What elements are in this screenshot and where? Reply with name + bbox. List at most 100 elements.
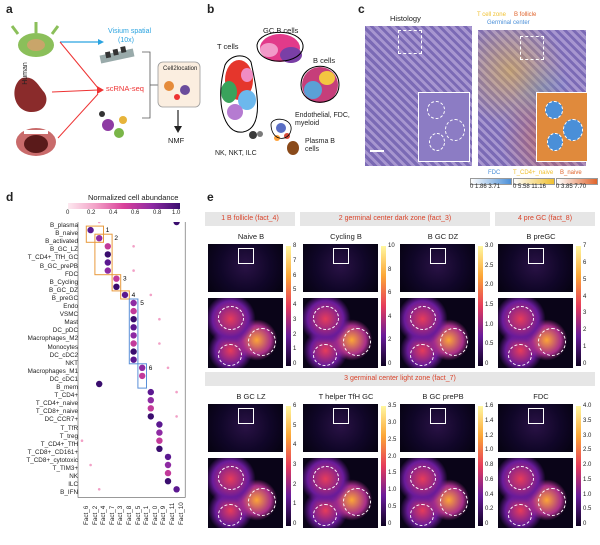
germinal-center-outline	[440, 488, 468, 516]
dotplot-dot	[156, 445, 163, 452]
dotplot-dot	[130, 332, 137, 339]
spatial-map-colorbar	[286, 246, 291, 366]
dotplot-row-label: T_CD4+_TfH	[40, 440, 78, 448]
germinal-center-outline	[313, 466, 339, 490]
dotplot-dot	[130, 299, 137, 307]
umap-label-endo: Endothelial, FDC, myeloid	[295, 112, 350, 127]
dotplot-dot	[104, 251, 112, 258]
spatial-map-tick: 1.0	[583, 491, 592, 498]
spatial-map-tick: 2.0	[485, 282, 494, 289]
spatial-map-tick: 1.5	[485, 302, 494, 308]
spatial-map-tick: 0	[293, 361, 297, 367]
dotplot-dot	[130, 307, 137, 315]
germinal-center-outline	[313, 504, 337, 526]
scale-fdc-bar	[470, 178, 512, 185]
spatial-map-overview	[303, 404, 378, 452]
dotplot-dot	[104, 267, 112, 274]
dotplot-box-label: 2	[114, 235, 118, 242]
group-header-fact7: 3 germinal center light zone (fact_7)	[205, 372, 595, 386]
umap-label-gc-b: GC B cells	[263, 26, 299, 35]
umap-label-nk: NK, NKT, ILC	[215, 150, 257, 157]
spatial-map-overview	[498, 404, 573, 452]
dotplot-row-label: B_GC_LZ	[50, 246, 78, 254]
lymph-node-icon	[10, 22, 60, 57]
spatial-map-title: B GC DZ	[427, 232, 459, 241]
scale-bnaive-name: B_naive	[560, 170, 582, 176]
dotplot-dot	[156, 429, 163, 436]
dotplot-box-label: 6	[149, 365, 153, 372]
dotplot-row-label: B_GC_prePB	[39, 262, 78, 270]
scale-tcd4-ticks: 0 5.58 11.16	[513, 184, 546, 190]
spatial-map-tick: 0.8	[485, 462, 494, 468]
dotplot-dot	[96, 380, 103, 388]
dotplot-row-label: T_CD8+_naive	[35, 408, 78, 416]
dotplot-dot-minor	[158, 317, 161, 321]
spatial-map-overview	[303, 244, 378, 292]
germinal-center-outline	[410, 504, 434, 526]
legend-gc: Germinal center	[487, 20, 530, 26]
dotplot-colorbar	[68, 203, 180, 209]
dotplot-row-label: T_TfR	[60, 424, 79, 432]
germinal-center-outline	[508, 306, 534, 330]
panel-a: Human Visium spatial (10x) scRNA-seq Cel…	[0, 0, 205, 170]
dotplot-dot	[113, 283, 120, 290]
spatial-map-tick: 3.0	[583, 432, 592, 439]
spatial-map-tick: 6	[583, 259, 587, 266]
dotplot-row-label: ILC	[68, 481, 78, 489]
spatial-map-tick: 2.0	[583, 462, 592, 468]
umap-label-plasma: Plasma B cells	[305, 138, 335, 153]
spatial-map-tick: 8	[388, 266, 392, 273]
group-header-fact8: 4 pre GC (fact_8)	[495, 212, 595, 226]
dotplot-dot	[139, 364, 146, 371]
spatial-map-tick: 4.0	[583, 403, 592, 409]
dotplot-dot	[156, 437, 163, 444]
spatial-map-tick: 1.0	[388, 487, 397, 494]
germinal-center-outline	[218, 466, 244, 490]
dotplot-row-label: DC_cDC1	[49, 375, 78, 383]
spatial-map-tick: 10	[388, 243, 395, 249]
dotplot-dot-minor	[166, 366, 170, 370]
group-header-fact3: 2 germinal center dark zone (fact_3)	[300, 212, 490, 226]
spatial-map-tick: 3	[293, 462, 297, 468]
germinal-center-outline	[343, 488, 371, 516]
spatial-map-tick: 8	[293, 243, 297, 249]
dotplot-dot	[147, 413, 154, 420]
germinal-center-outline	[248, 328, 276, 356]
germinal-center-outline	[410, 306, 436, 330]
group-header-fact4: 1 B follicle (fact_4)	[205, 212, 295, 226]
dotplot-dot	[113, 275, 120, 282]
spatial-map-tick: 2.5	[583, 447, 592, 454]
spatial-map-title: Naive B	[237, 232, 265, 241]
spatial-map-tick: 5	[293, 422, 297, 429]
dotplot-dot-minor	[80, 439, 84, 442]
dotplot-dot-minor	[132, 245, 135, 248]
dotplot-row-label: T_CD4+_naive	[35, 400, 78, 408]
dotplot-dot	[139, 372, 146, 380]
spatial-map-tick: 0.5	[583, 506, 592, 513]
dotplot-box-label: 4	[132, 292, 136, 299]
dotplot-row-label: B_naive	[55, 230, 78, 238]
spatial-map-tick: 5	[583, 276, 587, 283]
spatial-map-tick: 5	[293, 287, 297, 294]
dotplot-row-label: Macrophages_M2	[27, 335, 78, 343]
scale-fdc-name: FDC	[488, 170, 501, 176]
spatial-map-tick: 0	[388, 361, 392, 367]
spatial-map-tick: 3	[583, 310, 587, 317]
spatial-map-colorbar	[286, 406, 291, 526]
dotplot-dot	[130, 316, 137, 323]
spatial-map-tick: 0	[293, 521, 297, 527]
spatial-map-tick: 1.6	[485, 403, 494, 409]
dotplot-row-label: Monocytes	[47, 343, 78, 351]
germinal-center-outline	[218, 344, 242, 366]
plasma-cluster	[287, 141, 299, 155]
dotplot-box-label: 3	[123, 276, 127, 283]
dotplot-dot-minor	[97, 488, 101, 491]
dotplot-dot	[147, 397, 154, 404]
panel-d-label: d	[6, 190, 14, 204]
dotplot-row-label: B_GC_DZ	[48, 286, 78, 294]
endothelial-cluster	[270, 118, 292, 141]
nmf-label: NMF	[168, 136, 185, 145]
dotplot-row-label: B_preGC	[51, 294, 78, 302]
dotplot-dot	[164, 453, 172, 461]
dotplot-dot	[156, 421, 163, 428]
